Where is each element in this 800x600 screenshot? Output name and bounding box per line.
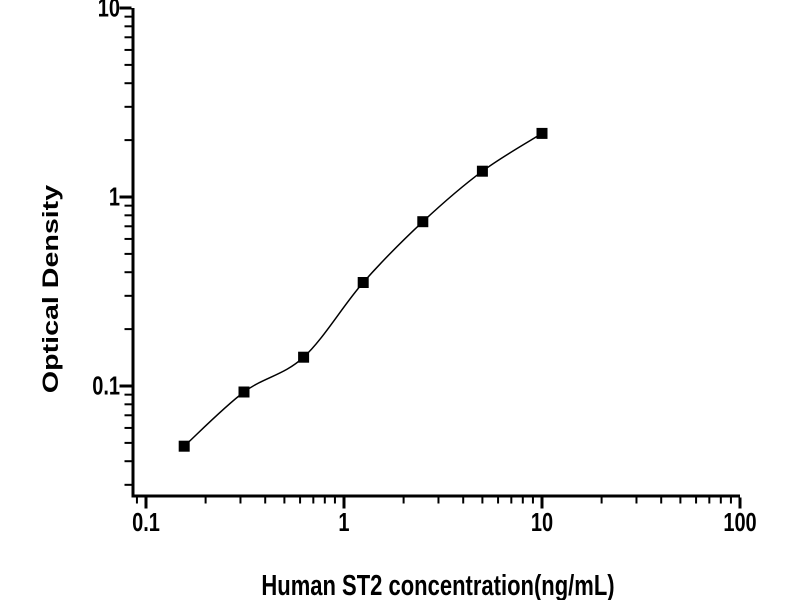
fit-curve <box>183 132 543 447</box>
y-tick-label: 10 <box>98 0 120 22</box>
x-tick-label: 100 <box>723 507 756 536</box>
data-point-marker <box>536 127 548 139</box>
x-tick-label: 1 <box>338 507 349 536</box>
tick-labels: 0.1 1 10 100 0.1 1 10 <box>92 0 756 537</box>
x-tick-label: 0.1 <box>132 507 160 536</box>
fit-curve-path <box>183 132 543 447</box>
data-points <box>178 127 548 452</box>
axis-ticks <box>119 6 742 509</box>
y-tick-label: 0.1 <box>92 371 120 400</box>
y-axis-title: Optical Density <box>38 184 63 394</box>
x-tick-label: 10 <box>531 507 553 536</box>
axes <box>131 8 740 498</box>
data-point-marker <box>238 386 250 398</box>
data-point-marker <box>178 440 190 452</box>
x-axis-title: Human ST2 concentration(ng/mL) <box>261 569 615 600</box>
data-point-marker <box>357 277 369 288</box>
data-point-marker <box>476 165 488 177</box>
data-point-marker <box>298 351 310 363</box>
data-point-marker <box>417 216 429 228</box>
y-tick-label: 1 <box>109 182 120 211</box>
